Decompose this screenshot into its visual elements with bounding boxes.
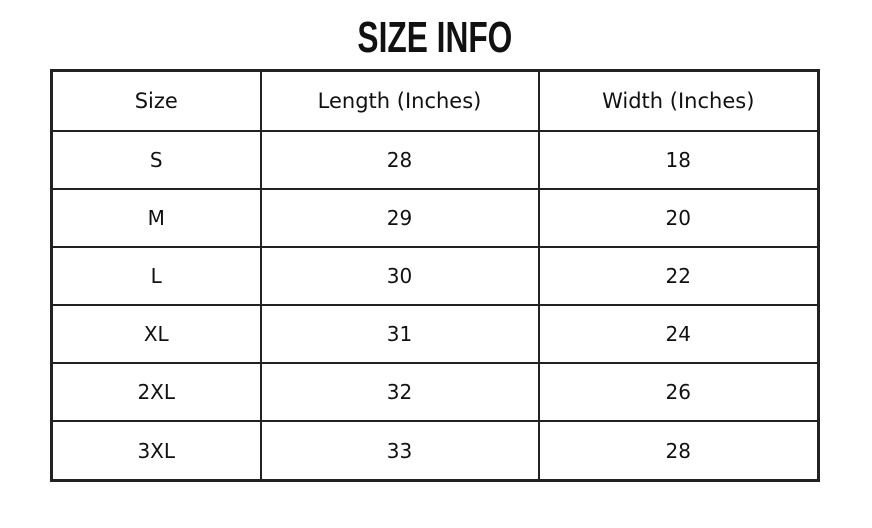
page-title: SIZE INFO — [357, 13, 513, 62]
cell-width: 20 — [537, 188, 820, 249]
table-row: S 28 18 — [50, 129, 820, 191]
size-chart-table: Size Length (Inches) Width (Inches) S 28 1… — [50, 69, 820, 482]
cell-length: 28 — [259, 129, 540, 191]
cell-width: 18 — [537, 129, 820, 191]
cell-width: 24 — [537, 304, 820, 365]
cell-length: 31 — [259, 304, 540, 365]
cell-size: 3XL — [50, 420, 262, 482]
cell-length: 29 — [259, 188, 540, 249]
table-row: XL 31 24 — [50, 304, 820, 365]
cell-length: 30 — [259, 246, 540, 307]
table-row: 3XL 33 28 — [50, 420, 820, 482]
cell-width: 28 — [537, 420, 820, 482]
header-size: Size — [50, 69, 262, 132]
cell-length: 33 — [259, 420, 540, 482]
cell-size: S — [50, 129, 262, 191]
table-row: L 30 22 — [50, 246, 820, 307]
header-width: Width (Inches) — [537, 69, 820, 132]
cell-length: 32 — [259, 362, 540, 423]
table-row: M 29 20 — [50, 188, 820, 249]
table-row: 2XL 32 26 — [50, 362, 820, 423]
cell-width: 26 — [537, 362, 820, 423]
header-row: Size Length (Inches) Width (Inches) — [50, 69, 820, 132]
header-length: Length (Inches) — [259, 69, 540, 132]
cell-size: M — [50, 188, 262, 249]
cell-size: 2XL — [50, 362, 262, 423]
cell-size: XL — [50, 304, 262, 365]
cell-width: 22 — [537, 246, 820, 307]
cell-size: L — [50, 246, 262, 307]
